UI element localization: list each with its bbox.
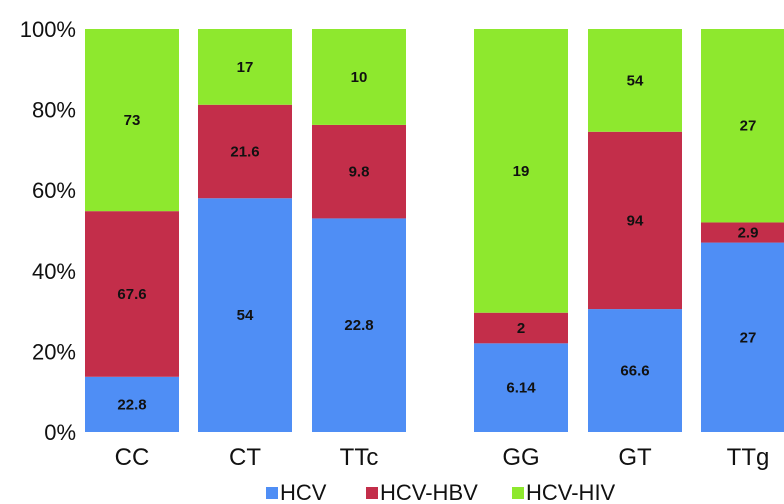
- bar-segment-hcv-gt: [588, 309, 682, 432]
- data-label: 27: [740, 329, 757, 346]
- legend-label: HCV-HBV: [380, 480, 478, 504]
- data-label: 67.6: [117, 286, 146, 303]
- y-tick-label: 0%: [44, 420, 76, 445]
- bar-segment-hcv-hbv-ttc: [312, 124, 406, 219]
- bar-segment-hcv-cc: [85, 376, 179, 432]
- x-tick-label: CT: [229, 444, 261, 471]
- x-tick-label: GT: [618, 444, 652, 471]
- bar-segment-hcv-hiv-gt: [588, 29, 682, 132]
- data-label: 10: [351, 69, 368, 86]
- data-label: 9.8: [349, 164, 370, 181]
- data-label: 17: [237, 59, 254, 76]
- data-label: 73: [124, 112, 141, 129]
- bar-segment-hcv-hbv-ttg: [701, 222, 784, 243]
- bar-segment-hcv-gg: [474, 343, 568, 432]
- data-label: 2: [517, 320, 525, 337]
- y-tick-label: 40%: [32, 259, 76, 284]
- legend-label: HCV: [280, 480, 327, 504]
- bars: 22.8 67.6 73 54 21.6 17 22.8 9.8 10 6.14 2 19 66.6 94…: [85, 29, 784, 432]
- legend-swatch-hcv: [266, 487, 278, 499]
- y-tick-label: 60%: [32, 178, 76, 203]
- bar-segment-hcv-hbv-gt: [588, 131, 682, 310]
- data-label: 6.14: [506, 380, 536, 397]
- x-axis: CC CT TTc GG GT TTg: [115, 444, 770, 471]
- data-label: 22.8: [344, 317, 373, 334]
- legend-swatch-hcv-hiv: [512, 487, 524, 499]
- bar-segment-hcv-hiv-cc: [85, 29, 179, 212]
- x-tick-label: GG: [502, 444, 539, 471]
- x-tick-label: TTg: [727, 444, 770, 471]
- bar-segment-hcv-hiv-gg: [474, 29, 568, 313]
- data-label: 22.8: [117, 396, 146, 413]
- x-tick-label: CC: [115, 444, 150, 471]
- data-label: 94: [627, 212, 644, 229]
- legend-label: HCV-HIV: [526, 480, 616, 504]
- x-tick-label: TTc: [340, 444, 379, 471]
- data-label: 19: [513, 163, 530, 180]
- data-label: 54: [627, 72, 644, 89]
- data-label: 2.9: [738, 225, 759, 242]
- bar-segment-hcv-hbv-gg: [474, 312, 568, 344]
- bar-segment-hcv-hbv-cc: [85, 211, 179, 377]
- data-label: 27: [740, 118, 757, 135]
- bar-segment-hcv-hbv-ct: [198, 104, 292, 199]
- y-tick-label: 80%: [32, 98, 76, 123]
- bar-segment-hcv-hiv-ct: [198, 29, 292, 105]
- bar-segment-hcv-ttc: [312, 218, 406, 432]
- data-label: 66.6: [620, 363, 649, 380]
- y-tick-label: 100%: [20, 17, 76, 42]
- bar-segment-hcv-hiv-ttc: [312, 29, 406, 125]
- legend: HCV HCV-HBV HCV-HIV: [266, 480, 616, 504]
- data-label: 21.6: [230, 144, 259, 161]
- bar-segment-hcv-ct: [198, 198, 292, 432]
- bar-segment-hcv-ttg: [701, 242, 784, 432]
- y-axis: 0% 20% 40% 60% 80% 100%: [20, 17, 76, 445]
- y-tick-label: 20%: [32, 339, 76, 364]
- data-label: 54: [237, 307, 254, 324]
- bar-segment-hcv-hiv-ttg: [701, 29, 784, 223]
- legend-swatch-hcv-hbv: [366, 487, 378, 499]
